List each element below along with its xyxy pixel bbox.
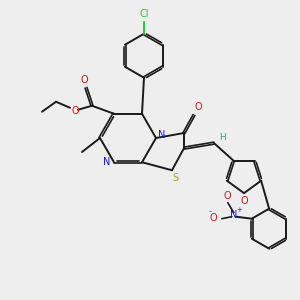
Text: N: N: [103, 157, 111, 167]
Text: O: O: [194, 102, 202, 112]
Text: O: O: [224, 191, 232, 201]
Text: O: O: [240, 196, 248, 206]
Text: +: +: [236, 207, 242, 213]
Text: Cl: Cl: [139, 9, 149, 19]
Text: N: N: [230, 210, 238, 220]
Text: O: O: [71, 106, 79, 116]
Text: N: N: [158, 130, 166, 140]
Text: O: O: [210, 213, 218, 223]
Text: O: O: [80, 75, 88, 85]
Text: H: H: [219, 133, 225, 142]
Text: S: S: [172, 173, 178, 183]
Text: -: -: [208, 207, 211, 216]
